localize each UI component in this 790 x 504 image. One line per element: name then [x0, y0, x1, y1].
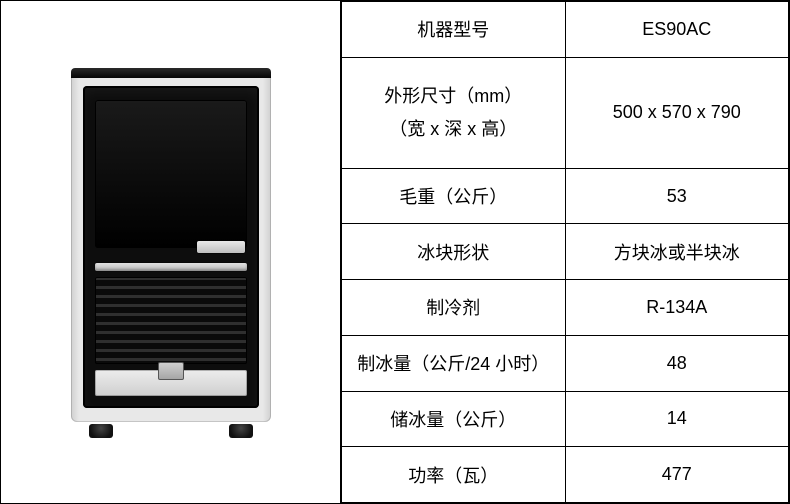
spec-label: 冰块形状: [342, 224, 566, 280]
brand-badge: [197, 241, 245, 253]
vent-grille: [95, 277, 247, 364]
spec-sheet: 机器型号ES90AC外形尺寸（mm）（宽 x 深 x 高）500 x 570 x…: [0, 0, 790, 504]
spec-label: 制冰量（公斤/24 小时）: [342, 335, 566, 391]
spec-value: 53: [565, 168, 789, 224]
spec-label: 机器型号: [342, 2, 566, 58]
spec-value: 48: [565, 335, 789, 391]
spec-value: 14: [565, 391, 789, 447]
spec-value: 477: [565, 447, 789, 503]
spec-table-body: 机器型号ES90AC外形尺寸（mm）（宽 x 深 x 高）500 x 570 x…: [342, 2, 789, 503]
spec-value: 500 x 570 x 790: [565, 57, 789, 168]
table-row: 冰块形状方块冰或半块冰: [342, 224, 789, 280]
spec-value: R-134A: [565, 280, 789, 336]
table-row: 机器型号ES90AC: [342, 2, 789, 58]
table-row: 毛重（公斤）53: [342, 168, 789, 224]
table-row: 外形尺寸（mm）（宽 x 深 x 高）500 x 570 x 790: [342, 57, 789, 168]
spec-value: 方块冰或半块冰: [565, 224, 789, 280]
spec-table: 机器型号ES90AC外形尺寸（mm）（宽 x 深 x 高）500 x 570 x…: [341, 1, 789, 503]
spec-label: 毛重（公斤）: [342, 168, 566, 224]
table-row: 储冰量（公斤）14: [342, 391, 789, 447]
spec-label: 储冰量（公斤）: [342, 391, 566, 447]
table-row: 功率（瓦）477: [342, 447, 789, 503]
product-image-cell: [1, 1, 341, 503]
table-row: 制冰量（公斤/24 小时）48: [342, 335, 789, 391]
spec-label: 功率（瓦）: [342, 447, 566, 503]
spec-value: ES90AC: [565, 2, 789, 58]
spec-label: 外形尺寸（mm）（宽 x 深 x 高）: [342, 57, 566, 168]
table-row: 制冷剂R-134A: [342, 280, 789, 336]
spec-label: 制冷剂: [342, 280, 566, 336]
ice-maker-illustration: [61, 62, 281, 442]
